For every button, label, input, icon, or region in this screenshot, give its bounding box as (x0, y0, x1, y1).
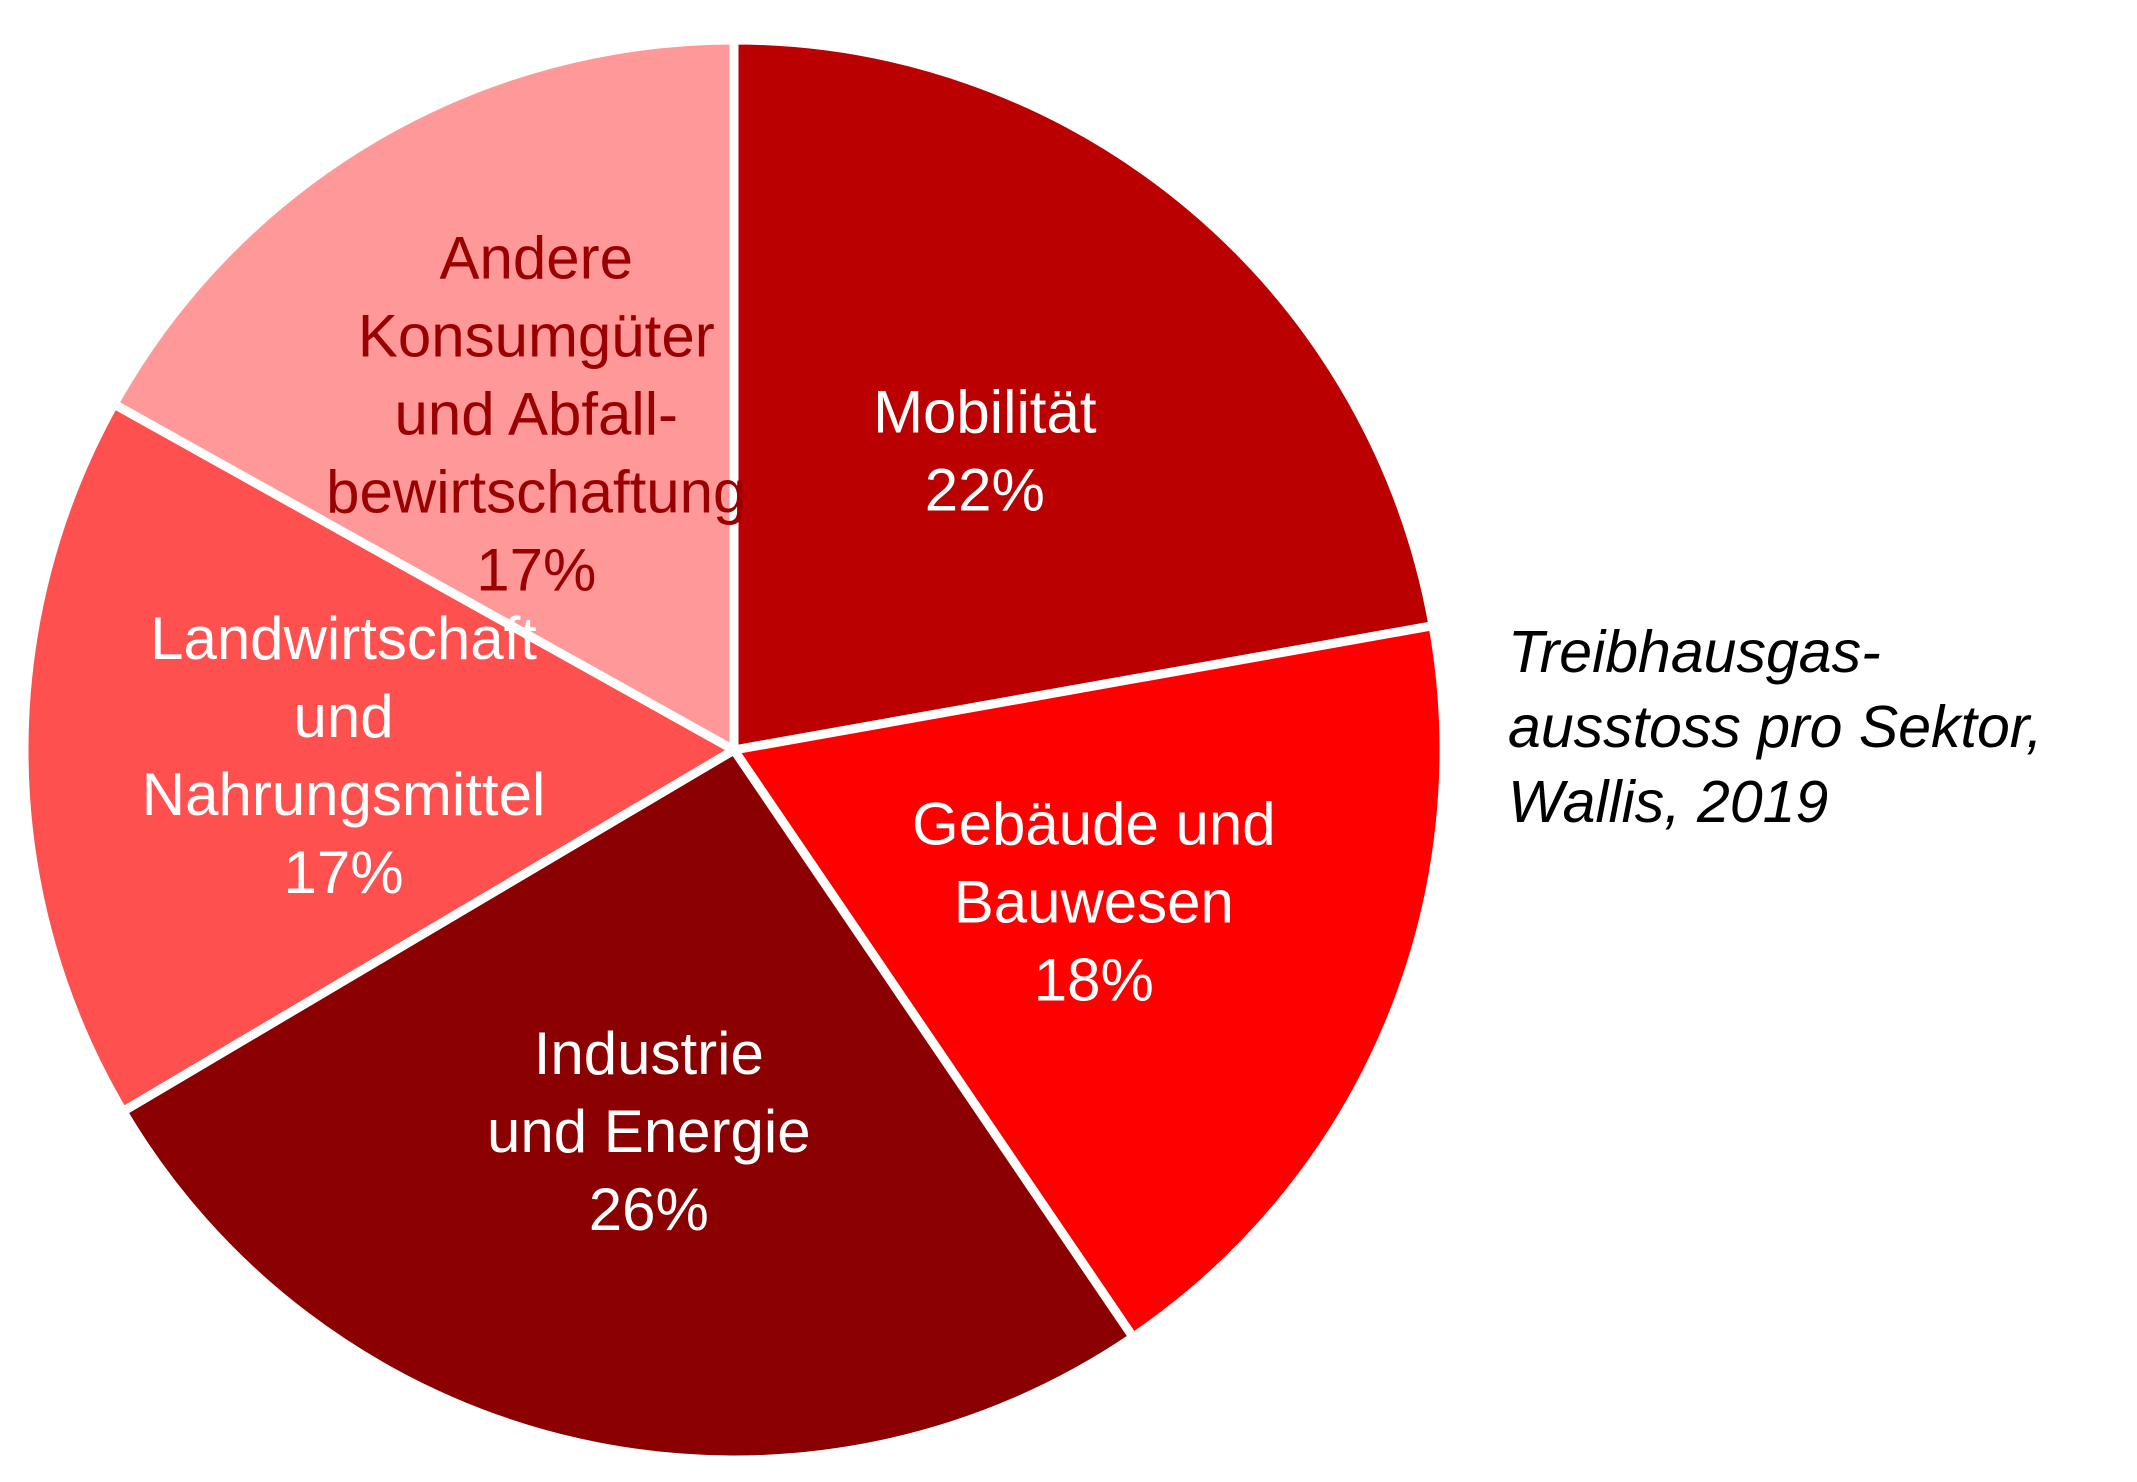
slice-percent-label: 22% (925, 457, 1045, 524)
slice-percent-label: 18% (1034, 947, 1154, 1014)
slice-name-label: Landwirtschaft (150, 605, 537, 672)
slice-percent-label: 17% (476, 536, 596, 603)
slice-name-label: Andere (440, 224, 633, 291)
chart-title: Treibhausgas- ausstoss pro Sektor, Walli… (1508, 615, 2043, 840)
slice-label: Landwirtschaft und Nahrungsmittel 17% (142, 605, 546, 906)
slice-name-label: Konsumgüter (358, 302, 715, 369)
slice-name-label: und (293, 683, 393, 750)
slice-label: Andere Konsumgüter und Abfall-bewirtschaft… (326, 224, 746, 603)
pie-slice (729, 35, 1438, 755)
chart-title-line: Treibhausgas- (1508, 619, 1881, 685)
chart-title-line: Wallis, 2019 (1508, 769, 1829, 835)
slice-name-label: und Abfall- (395, 380, 679, 447)
slice-percent-label: 17% (283, 839, 403, 906)
pie-slice (729, 621, 1449, 1342)
slice-name-label: Gebäude und (912, 791, 1276, 858)
chart-title-line: ausstoss pro Sektor, (1508, 694, 2043, 760)
slice-percent-label: 26% (589, 1176, 709, 1243)
pie-chart: Mobilität 22% Gebäude und Bauwesen 18% Indust… (19, 35, 1449, 1465)
slice-name-label: Nahrungsmittel (142, 761, 546, 828)
slice-name-label: Industrie (534, 1020, 764, 1087)
pie-slice (19, 399, 739, 1116)
slice-label: Mobilität 22% (873, 379, 1097, 524)
pie-slice (118, 745, 1138, 1465)
slice-label: Gebäude und Bauwesen 18% (912, 791, 1276, 1014)
slice-name-label: Bauwesen (954, 869, 1234, 936)
slice-name-label: und Energie (487, 1098, 811, 1165)
slice-name-label: bewirtschaftung (326, 458, 746, 525)
slice-label: Industrie und Energie 26% (487, 1020, 811, 1243)
slice-name-label: Mobilität (873, 379, 1097, 446)
pie-slice (109, 35, 739, 755)
